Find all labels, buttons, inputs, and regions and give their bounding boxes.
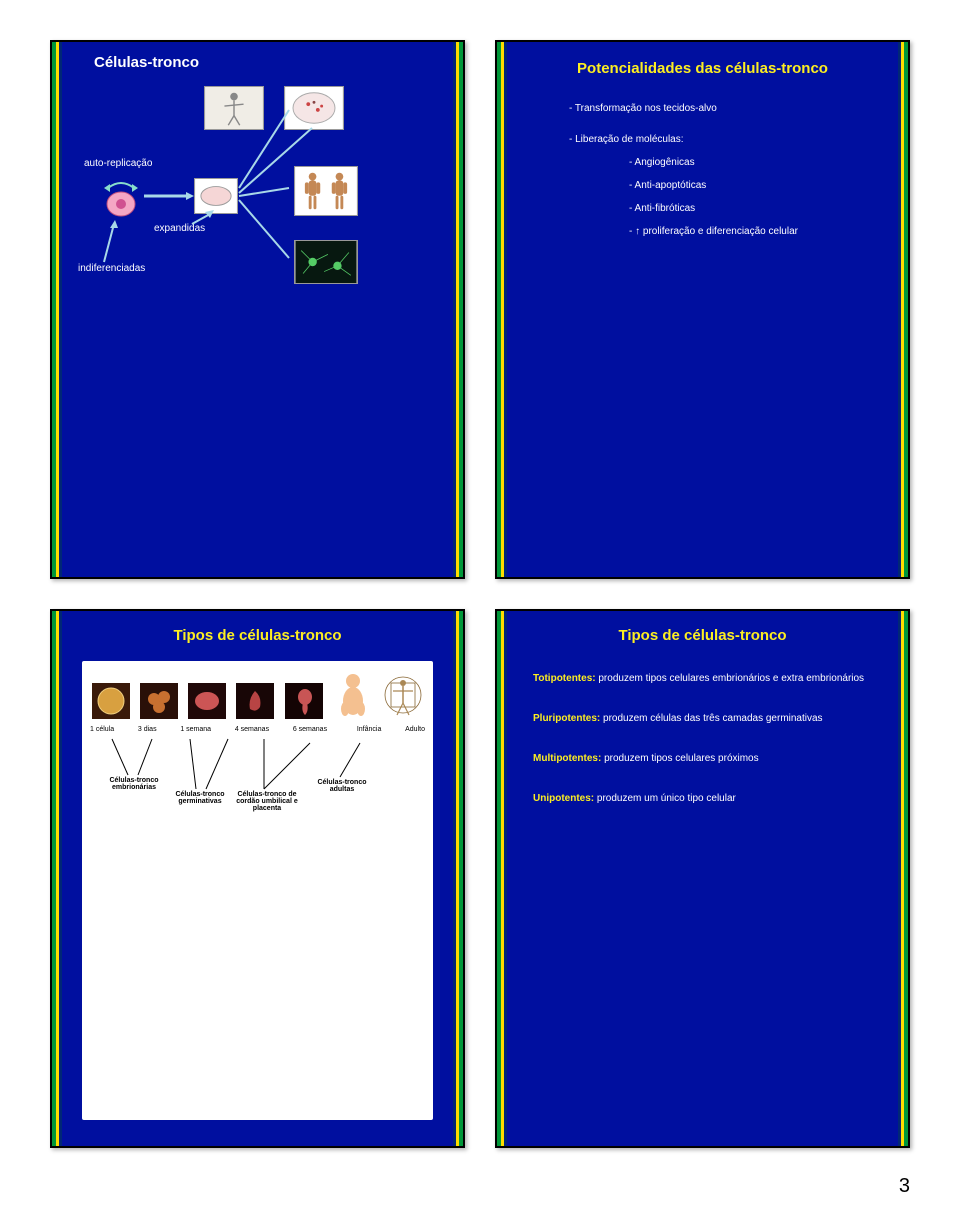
t-lbl-2: 1 semana (180, 726, 211, 733)
t-lbl-0: 1 célula (90, 726, 114, 733)
t-img-2 (140, 683, 178, 724)
s4-r0: produzem tipos celulares embrionários e … (596, 673, 864, 684)
flag-edge-right (453, 42, 463, 577)
label-expandidas: expandidas (154, 223, 205, 234)
flag-edge-right (898, 611, 908, 1146)
cell-cycle-icon (96, 176, 146, 225)
slide4-title: Tipos de células-tronco (509, 627, 896, 644)
s4-b2: Multipotentes: (533, 753, 601, 764)
t-lbl-1: 3 dias (138, 726, 157, 733)
t-lbl-5: Infância (357, 726, 382, 733)
s4-item-2: Multipotentes: produzem tipos celulares … (533, 748, 872, 766)
lbl-germ: Células-tronco germinativas (168, 791, 232, 805)
flag-edge-right (898, 42, 908, 577)
s4-r3: produzem um único tipo celular (594, 793, 736, 804)
s4-item-1: Pluripotentes: produzem células das três… (533, 708, 872, 726)
slide3-title: Tipos de células-tronco (64, 627, 451, 644)
t-img-3 (188, 683, 226, 724)
slide2-sub4: - ↑ proliferação e diferenciação celular (629, 226, 896, 237)
slide1-img-dish (284, 86, 344, 130)
page-number: 3 (899, 1175, 910, 1198)
lbl-adult: Células-tronco adultas (312, 779, 372, 793)
slide-grid: Células-tronco auto-replicação (0, 0, 960, 1228)
s4-r2: produzem tipos celulares próximos (601, 753, 758, 764)
s4-item-3: Unipotentes: produzem um único tipo celu… (533, 788, 872, 806)
t-img-5 (285, 683, 323, 724)
t-lbl-4: 6 semanas (293, 726, 327, 733)
t-img-1 (92, 683, 130, 724)
flag-edge-left (497, 611, 507, 1146)
t-img-4 (236, 683, 274, 724)
t-img-6 (333, 671, 373, 724)
slide2-sub2: - Anti-apoptóticas (629, 180, 896, 191)
label-indiferenciadas: indiferenciadas (78, 263, 145, 274)
slide1-img-skeleton (204, 86, 264, 130)
slide-2: Potencialidades das células-tronco - Tra… (495, 40, 910, 579)
slide-1: Células-tronco auto-replicação (50, 40, 465, 579)
flag-edge-left (52, 611, 62, 1146)
s4-r1: produzem células das três camadas germin… (600, 713, 822, 724)
t-lbl-3: 4 semanas (235, 726, 269, 733)
s4-b3: Unipotentes: (533, 793, 594, 804)
t-lbl-6: Adulto (405, 726, 425, 733)
s4-item-0: Totipotentes: produzem tipos celulares e… (533, 668, 872, 686)
slide1-title: Células-tronco (94, 54, 451, 71)
slide1-petri (194, 178, 238, 214)
slide1-neurons (294, 240, 358, 284)
lbl-cord: Células-tronco de cordão umbilical e pla… (232, 791, 302, 812)
slide2-sub1: - Angiogênicas (629, 157, 896, 168)
slide2-sub3: - Anti-fibróticas (629, 203, 896, 214)
s4-b1: Pluripotentes: (533, 713, 600, 724)
s4-b0: Totipotentes: (533, 673, 596, 684)
flag-edge-left (52, 42, 62, 577)
slide2-title: Potencialidades das células-tronco (509, 60, 896, 77)
flag-edge-left (497, 42, 507, 577)
slide1-bodies (294, 166, 358, 216)
slide-3: Tipos de células-tronco 1 célula 3 dias (50, 609, 465, 1148)
slide-4: Tipos de células-tronco Totipotentes: pr… (495, 609, 910, 1148)
slide2-line2: - Liberação de moléculas: (569, 134, 896, 145)
slide2-line1: - Transformação nos tecidos-alvo (569, 103, 896, 114)
flag-edge-right (453, 611, 463, 1146)
lbl-embryo: Células-tronco embrionárias (100, 777, 168, 791)
label-auto-replicacao: auto-replicação (84, 158, 152, 169)
t-img-7 (383, 671, 423, 724)
